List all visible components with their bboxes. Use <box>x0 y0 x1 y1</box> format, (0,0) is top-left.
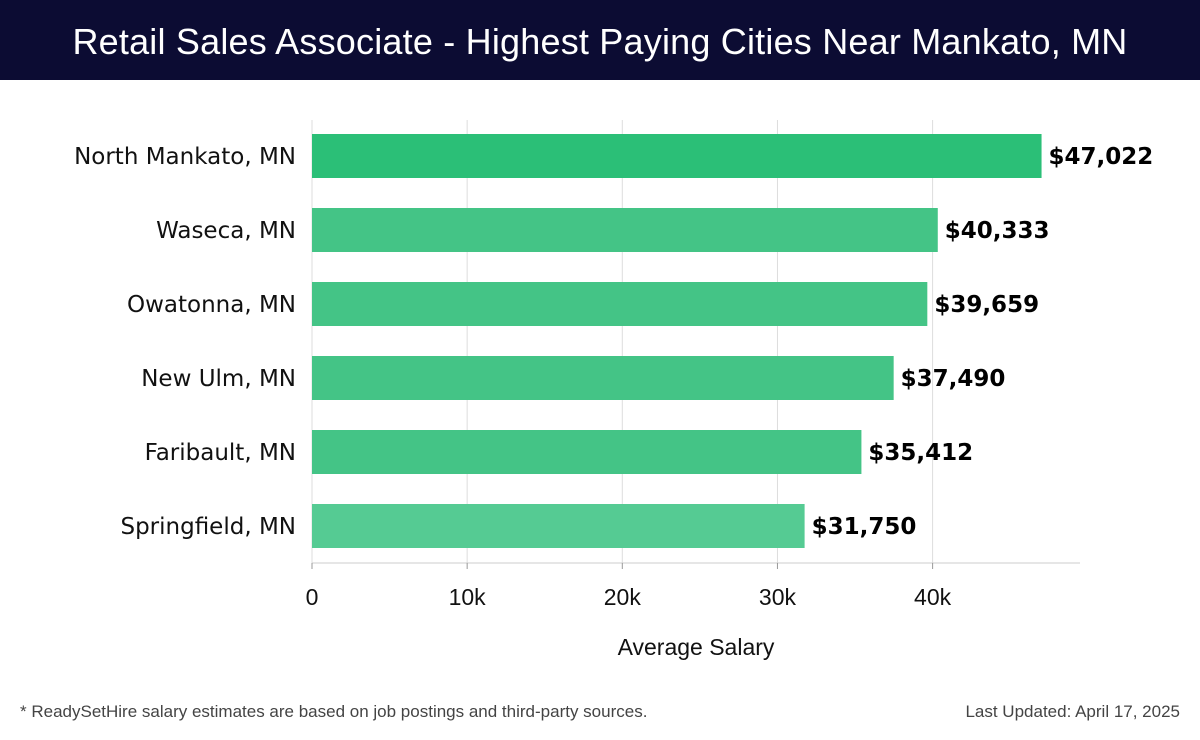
value-label: $40,333 <box>945 218 1050 244</box>
x-tick-label: 20k <box>604 584 642 610</box>
x-tick-label: 10k <box>449 584 487 610</box>
value-label: $31,750 <box>812 514 917 540</box>
bar <box>312 504 805 548</box>
category-label: North Mankato, MN <box>74 144 296 170</box>
page-title: Retail Sales Associate - Highest Paying … <box>72 21 1128 62</box>
value-label: $39,659 <box>934 292 1039 318</box>
salary-bar-chart: North Mankato, MN Waseca, MN Owatonna, MN N… <box>74 120 1154 660</box>
x-tick-label: 0 <box>306 584 319 610</box>
category-labels: North Mankato, MN Waseca, MN Owatonna, MN N… <box>74 144 296 540</box>
bars <box>312 134 1042 548</box>
header-banner: Retail Sales Associate - Highest Paying … <box>0 0 1200 80</box>
value-label: $47,022 <box>1049 144 1154 170</box>
bar <box>312 134 1042 178</box>
category-label: Springfield, MN <box>120 514 296 540</box>
category-label: Waseca, MN <box>156 218 296 244</box>
footnote: * ReadySetHire salary estimates are base… <box>20 702 648 721</box>
gridlines <box>311 120 934 563</box>
category-label: Faribault, MN <box>145 440 296 466</box>
bar <box>312 282 928 326</box>
category-label: New Ulm, MN <box>141 366 296 392</box>
value-label: $37,490 <box>901 366 1006 392</box>
value-label: $35,412 <box>868 440 973 466</box>
category-label: Owatonna, MN <box>127 292 296 318</box>
x-tick-label: 40k <box>914 584 952 610</box>
value-labels: $47,022 $40,333 $39,659 $37,490 $35,412 $31,7… <box>812 144 1154 540</box>
bar <box>312 356 894 400</box>
x-axis: 0 10k 20k 30k 40k <box>306 562 1080 610</box>
x-tick-label: 30k <box>759 584 797 610</box>
bar <box>312 430 862 474</box>
x-axis-title: Average Salary <box>618 634 775 660</box>
last-updated: Last Updated: April 17, 2025 <box>965 702 1180 721</box>
bar <box>312 208 938 252</box>
